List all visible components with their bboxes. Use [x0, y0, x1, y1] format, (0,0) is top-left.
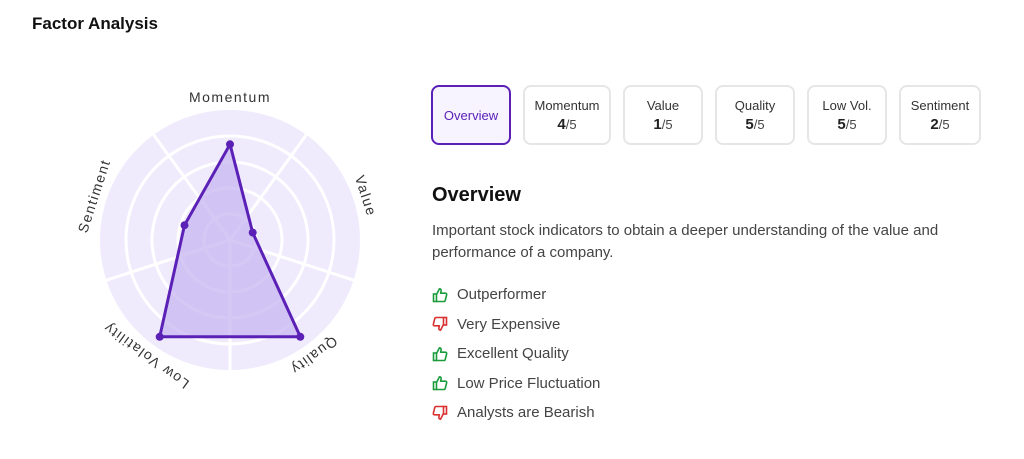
thumbs-up-icon: [432, 287, 448, 303]
tab-value-label: Value: [646, 97, 680, 113]
thumbs-up-icon: [432, 346, 448, 362]
factor-label: Analysts are Bearish: [457, 404, 595, 422]
tab-quality[interactable]: Quality 5/5: [715, 85, 795, 145]
radar-point-low-volatility: [155, 332, 164, 341]
tab-value-score: 1/5: [653, 115, 673, 133]
tab-overview[interactable]: Overview: [431, 85, 511, 145]
factor-tabs: Overview Momentum 4/5 Value 1/5 Quality …: [431, 85, 981, 145]
overview-description: Important stock indicators to obtain a d…: [432, 222, 939, 261]
tab-momentum-label: Momentum: [534, 97, 600, 113]
factor-label: Very Expensive: [457, 315, 561, 333]
factor-list: Outperformer Very Expensive Excellent Qual…: [432, 280, 600, 428]
radar-points: [155, 140, 305, 341]
tab-overview-label: Overview: [443, 107, 499, 123]
factor-label: Low Price Fluctuation: [457, 374, 601, 392]
factor-label: Outperformer: [457, 286, 547, 304]
radar-score-area: [158, 142, 302, 339]
tab-low-volatility-label: Low Vol.: [822, 97, 872, 113]
tab-sentiment-score: 2/5: [930, 115, 950, 133]
thumbs-up-icon: [432, 375, 448, 391]
thumbs-down-icon: [432, 405, 448, 421]
tab-low-volatility-score: 5/5: [837, 115, 857, 133]
tab-sentiment[interactable]: Sentiment 2/5: [899, 85, 981, 145]
tab-sentiment-label: Sentiment: [910, 97, 970, 113]
tab-quality-label: Quality: [734, 97, 776, 113]
radar-point-sentiment: [180, 221, 189, 230]
page-title: Factor Analysis: [32, 14, 158, 33]
factor-item: Excellent Quality: [432, 339, 600, 369]
factor-item: Outperformer: [432, 280, 600, 310]
factor-item: Low Price Fluctuation: [432, 369, 600, 399]
radar-point-value: [248, 228, 257, 237]
thumbs-down-icon: [432, 316, 448, 332]
tab-quality-score: 5/5: [745, 115, 765, 133]
tab-momentum-score: 4/5: [557, 115, 577, 133]
factor-label: Excellent Quality: [457, 345, 569, 363]
radar-point-momentum: [226, 140, 234, 149]
overview-title: Overview: [432, 184, 521, 206]
tab-value[interactable]: Value 1/5: [623, 85, 703, 145]
radar-point-quality: [296, 332, 305, 341]
tab-low-volatility[interactable]: Low Vol. 5/5: [807, 85, 887, 145]
factor-item: Very Expensive: [432, 310, 600, 340]
radar-label-momentum: Momentum: [189, 89, 271, 105]
factor-item: Analysts are Bearish: [432, 398, 600, 428]
tab-momentum[interactable]: Momentum 4/5: [523, 85, 611, 145]
